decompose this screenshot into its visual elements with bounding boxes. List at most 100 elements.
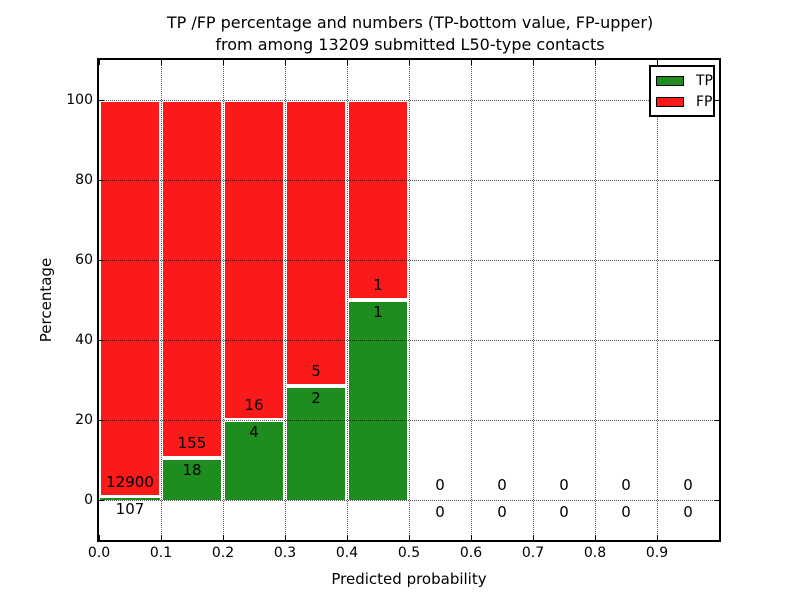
v-gridline (533, 60, 534, 540)
plot-area: TP FP 12900 107 155 18 16 4 5 2 1 1 0 0 0 0 0 0 0 0 0 0 (97, 58, 721, 542)
bar-segment-tp (161, 458, 223, 500)
v-gridline (347, 60, 348, 540)
y-tick-label: 0 (84, 492, 93, 508)
v-gridline (285, 60, 286, 540)
chart-title-line1: TP /FP percentage and numbers (TP-bottom… (166, 13, 654, 32)
bar-segment-tp (347, 300, 409, 500)
x-axis-tick (285, 535, 286, 540)
bar-count-label-tp: 18 (182, 461, 202, 480)
bar-count-label-fp: 0 (497, 476, 507, 494)
bar-count-label-tp: 1 (373, 303, 383, 321)
v-gridline (223, 60, 224, 540)
bar-count-label-tp: 0 (435, 503, 445, 521)
chart-title-line2: from among 13209 submitted L50-type cont… (215, 35, 605, 54)
bar-count-label-fp: 1 (373, 276, 383, 294)
legend-label: TP (696, 72, 713, 89)
legend-row: TP (651, 70, 713, 91)
x-tick-label: 0.4 (335, 545, 359, 561)
y-axis-tick (99, 100, 104, 101)
y-axis-tick (714, 420, 719, 421)
bar-count-label-fp: 12900 (106, 472, 154, 491)
x-axis-tick (223, 60, 224, 65)
y-tick-label: 80 (75, 172, 93, 188)
bar-count-label-tp: 0 (497, 503, 507, 521)
y-axis-tick (99, 340, 104, 341)
y-tick-label: 100 (66, 92, 93, 108)
v-gridline (161, 60, 162, 540)
bar-segment-fp (161, 100, 223, 459)
bar-count-label-fp: 155 (177, 434, 207, 453)
x-tick-label: 0.5 (397, 545, 421, 561)
x-axis-tick (285, 60, 286, 65)
bar-segment-fp (285, 100, 347, 386)
x-axis-tick (533, 535, 534, 540)
legend-row: FP (651, 91, 713, 112)
y-tick-label: 40 (75, 332, 93, 348)
y-axis-tick (99, 260, 104, 261)
fp-swatch-icon (656, 96, 684, 107)
x-axis-tick (657, 60, 658, 65)
x-tick-label: 0.9 (645, 545, 669, 561)
bar-count-label-tp: 4 (249, 423, 259, 441)
bar-count-label-tp: 0 (621, 503, 631, 521)
bar-count-label-fp: 16 (244, 396, 264, 414)
bar-count-label-fp: 0 (683, 476, 693, 494)
v-gridline (657, 60, 658, 540)
y-axis-tick (99, 420, 104, 421)
chart-title: TP /FP percentage and numbers (TP-bottom… (90, 12, 730, 56)
v-gridline (409, 60, 410, 540)
x-tick-label: 0.1 (149, 545, 173, 561)
v-gridline (471, 60, 472, 540)
x-tick-label: 0.6 (459, 545, 483, 561)
y-axis-tick (714, 340, 719, 341)
x-axis-tick (409, 535, 410, 540)
bar-segment-fp (347, 100, 409, 300)
x-axis-tick (471, 60, 472, 65)
y-axis-tick (99, 500, 104, 501)
x-axis-tick (161, 60, 162, 65)
x-axis-tick (409, 60, 410, 65)
x-axis-tick (99, 60, 100, 65)
y-axis-label: Percentage (37, 257, 55, 343)
bar-count-label-fp: 0 (435, 476, 445, 494)
y-axis-tick (714, 260, 719, 261)
bar-count-label-fp: 0 (559, 476, 569, 494)
x-tick-label: 0.2 (211, 545, 235, 561)
v-gridline (595, 60, 596, 540)
x-axis-tick (223, 535, 224, 540)
legend: TP FP (649, 65, 715, 117)
bar-count-label-tp: 0 (559, 503, 569, 521)
y-tick-label: 60 (75, 252, 93, 268)
x-axis-tick (347, 535, 348, 540)
x-axis-tick (471, 535, 472, 540)
x-tick-label: 0.3 (273, 545, 297, 561)
x-axis-label: Predicted probability (331, 570, 487, 588)
bar-segment-tp (99, 496, 161, 500)
bar-count-label-fp: 5 (311, 361, 321, 380)
x-tick-label: 0.8 (583, 545, 607, 561)
bar-segment-fp (99, 100, 161, 497)
legend-label: FP (696, 93, 713, 110)
y-axis-tick (714, 100, 719, 101)
bar-count-label-tp: 0 (683, 503, 693, 521)
y-axis-tick (714, 180, 719, 181)
bar-count-label-tp: 2 (311, 388, 321, 407)
x-axis-tick (161, 535, 162, 540)
x-axis-tick (347, 60, 348, 65)
bar-segment-tp (223, 420, 285, 500)
x-tick-label: 0.0 (87, 545, 111, 561)
x-axis-tick (657, 535, 658, 540)
x-axis-tick (595, 60, 596, 65)
y-axis-tick (714, 500, 719, 501)
y-tick-label: 20 (75, 412, 93, 428)
x-tick-label: 0.7 (521, 545, 545, 561)
bar-count-label-fp: 0 (621, 476, 631, 494)
bar-count-label-tp: 107 (115, 499, 145, 518)
x-axis-tick (99, 535, 100, 540)
bar-segment-tp (285, 385, 347, 500)
x-axis-tick (595, 535, 596, 540)
y-axis-tick (99, 180, 104, 181)
tp-swatch-icon (656, 75, 684, 86)
x-axis-tick (533, 60, 534, 65)
